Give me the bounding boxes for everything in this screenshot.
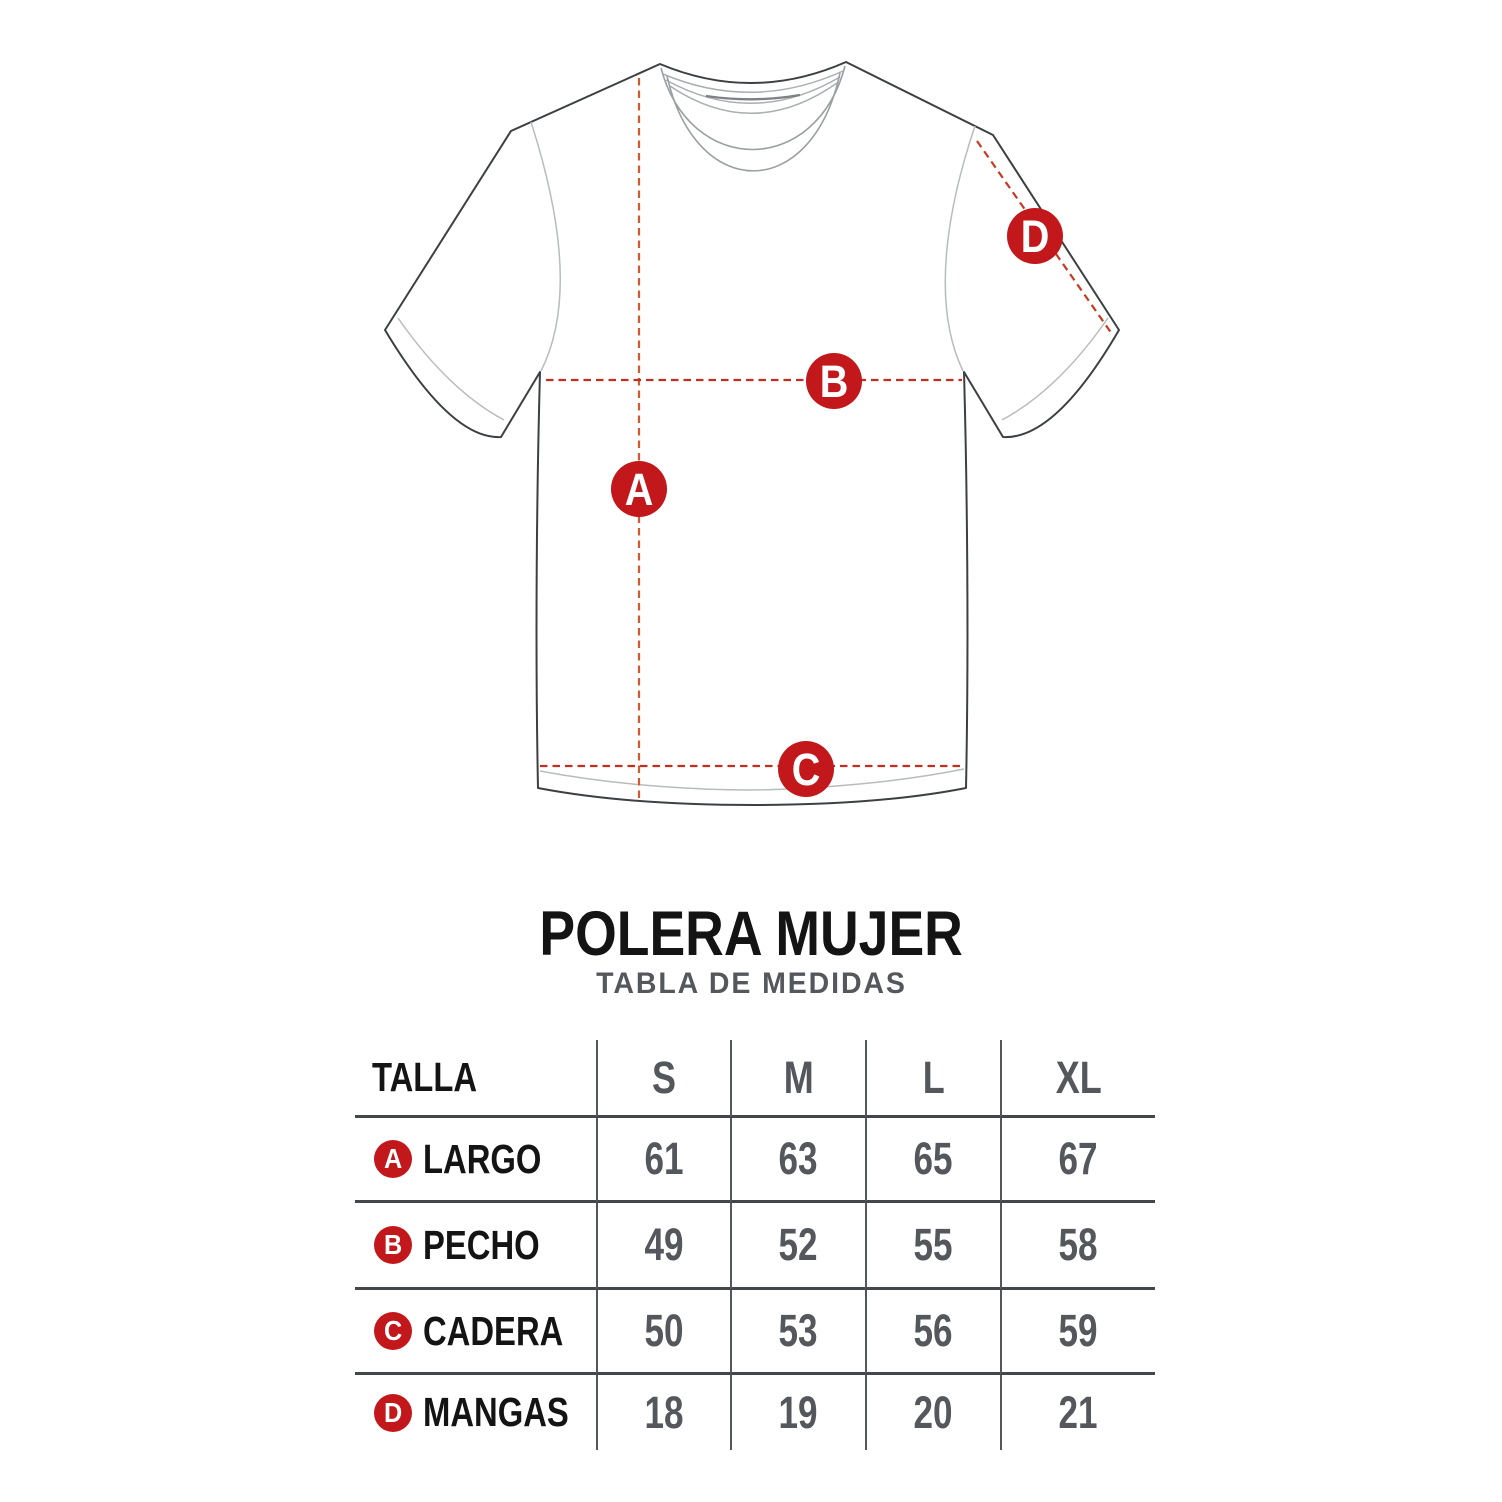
col-header-xl: XL — [1000, 1040, 1155, 1118]
cell-mangas-xl: 21 — [1000, 1375, 1155, 1450]
cell-mangas-m: 19 — [730, 1375, 865, 1450]
row-label-pecho-text: PECHO — [423, 1221, 540, 1268]
col-header-s: S — [596, 1040, 730, 1118]
row-marker-badge-d: D — [374, 1393, 412, 1432]
cell-largo-m: 63 — [730, 1118, 865, 1203]
cell-cadera-xl: 59 — [1000, 1290, 1155, 1375]
cell-pecho-s: 49 — [596, 1203, 730, 1290]
page-subtitle: TABLA DE MEDIDAS — [0, 969, 1502, 999]
cell-cadera-s: 50 — [596, 1290, 730, 1375]
row-label-pecho: B PECHO — [355, 1203, 596, 1290]
marker-circle-b — [806, 353, 862, 409]
marker-letter-b: B — [820, 357, 849, 407]
tshirt-outline — [384, 61, 1120, 806]
marker-letter-c: C — [792, 745, 821, 795]
marker-circle-c — [778, 741, 834, 797]
cell-mangas-l: 20 — [865, 1375, 1000, 1450]
sleeve-hem-lines — [397, 317, 1109, 421]
page-subtitle-text: TABLA DE MEDIDAS — [595, 967, 907, 1000]
row-label-mangas: D MANGAS — [355, 1375, 596, 1450]
cell-pecho-xl: 58 — [1000, 1203, 1155, 1290]
bottom-hem-stitch — [539, 768, 965, 791]
cell-pecho-l: 55 — [865, 1203, 1000, 1290]
row-label-cadera: C CADERA — [355, 1290, 596, 1375]
cell-cadera-m: 53 — [730, 1290, 865, 1375]
collar-band-lines — [660, 65, 846, 172]
collar-back-edge — [705, 93, 801, 101]
cell-cadera-l: 56 — [865, 1290, 1000, 1375]
collar-ribbing-lines — [662, 70, 844, 114]
marker-letter-d: D — [1021, 212, 1050, 262]
table-header-talla: TALLA — [355, 1040, 596, 1118]
marker-circle-a — [611, 461, 667, 517]
page-title-text: POLERA MUJER — [539, 899, 963, 969]
table-header-talla-text: TALLA — [372, 1054, 478, 1100]
marker-letter-a: A — [625, 465, 654, 515]
size-table: TALLA S M L XL A LARGO 61 63 65 67 — [355, 1040, 1155, 1450]
row-marker-badge-c: C — [374, 1312, 412, 1350]
row-marker-badge-b: B — [374, 1226, 412, 1264]
row-label-mangas-text: MANGAS — [423, 1389, 569, 1435]
cell-largo-xl: 67 — [1000, 1118, 1155, 1203]
row-label-largo-text: LARGO — [423, 1135, 542, 1182]
cell-mangas-s: 18 — [596, 1375, 730, 1450]
col-header-m: M — [730, 1040, 865, 1118]
cell-largo-l: 65 — [865, 1118, 1000, 1203]
col-header-l: L — [865, 1040, 1000, 1118]
page-title: POLERA MUJER — [0, 903, 1502, 966]
row-label-cadera-text: CADERA — [423, 1307, 564, 1354]
armhole-seams — [530, 121, 976, 372]
row-marker-badge-a: A — [374, 1140, 412, 1178]
row-label-largo: A LARGO — [355, 1118, 596, 1203]
cell-pecho-m: 52 — [730, 1203, 865, 1290]
marker-circle-d — [1007, 208, 1063, 264]
tshirt-measurement-diagram: A B C D — [384, 61, 1120, 806]
cell-largo-s: 61 — [596, 1118, 730, 1203]
